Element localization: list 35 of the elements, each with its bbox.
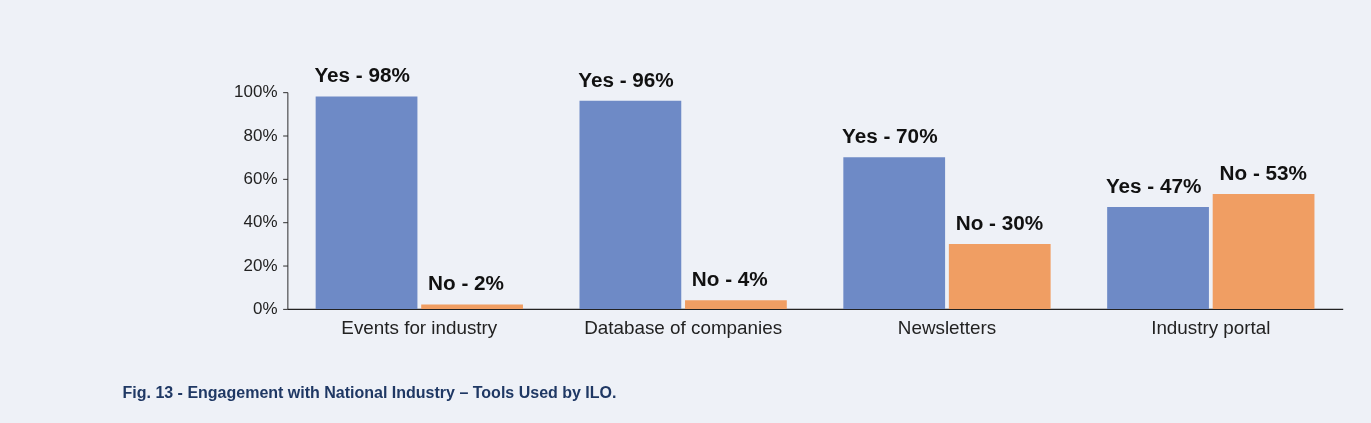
x-tick-label: Newsletters (897, 316, 997, 338)
bar (1107, 207, 1209, 309)
bar (421, 304, 523, 309)
y-tick-label: 20% (243, 255, 278, 275)
bar (579, 100, 682, 309)
x-tick-label: Events for industry (341, 316, 498, 338)
text: Yes - (578, 67, 627, 91)
text: Yes - (842, 124, 891, 148)
bar (948, 243, 1051, 309)
bar (315, 96, 418, 309)
y-tick-label: 40% (243, 212, 278, 232)
y-tick-label: 0% (252, 299, 278, 319)
data-label: 70% (896, 124, 938, 148)
data-label: 2% (473, 271, 504, 295)
data-label: 98% (368, 63, 410, 87)
series-label: Yes - (314, 63, 363, 87)
bar (1212, 194, 1315, 309)
text: No - (428, 271, 469, 295)
bar (685, 300, 787, 309)
data-label: 4% (737, 267, 768, 291)
caption: Fig. 13 - Engagement with National Industry – Tools Used by ILO. (122, 384, 617, 402)
text: No - (955, 210, 996, 234)
y-tick-label: 60% (243, 169, 278, 189)
data-label: 30% (1001, 210, 1044, 234)
data-label: 96% (632, 67, 674, 91)
x-tick-label: Industry portal (1151, 316, 1271, 338)
x-tick-label: Database of companies (584, 316, 783, 338)
y-tick-label: 80% (243, 125, 278, 145)
text: Yes - (1105, 173, 1155, 197)
data-label: 53% (1265, 160, 1307, 184)
data-label: 47% (1159, 173, 1202, 197)
text: No - (1219, 160, 1260, 184)
y-tick-label: 100% (234, 82, 278, 102)
series-label: No - (691, 267, 733, 291)
bar (843, 157, 946, 309)
